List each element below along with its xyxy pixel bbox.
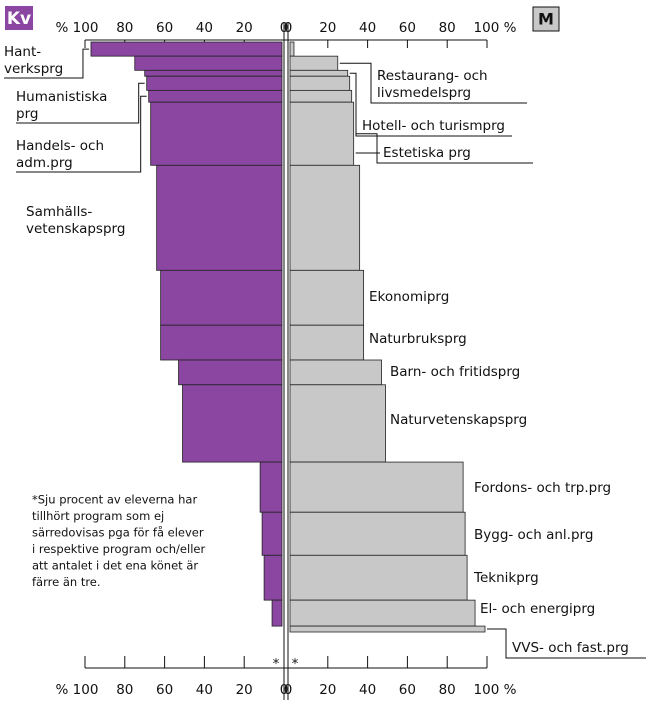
left-badge (5, 6, 33, 30)
left-bar (259, 461, 283, 513)
leader-line (339, 62, 527, 104)
right-bar (289, 164, 361, 271)
left-bar (90, 41, 283, 57)
x-tick-label: 20 (319, 682, 336, 698)
right-bar (289, 41, 295, 57)
note: att antalet i det ena könet är (32, 559, 198, 573)
right-bar (289, 625, 486, 633)
leader-line (16, 95, 147, 173)
category-label: VVS- och fast.prg (512, 640, 629, 656)
category-label: Bygg- och anl.prg (474, 527, 593, 543)
x-tick-label: 100 % (474, 682, 517, 698)
x-tick-label: 80 (116, 20, 133, 36)
right-bar (289, 461, 464, 513)
category-label: Hant- (4, 44, 41, 60)
category-label: prg (16, 106, 38, 122)
category-label: Naturbruksprg (369, 331, 467, 347)
x-tick-label: 20 (236, 20, 253, 36)
category-label: El- och energiprg (480, 601, 595, 617)
category-label: Naturvetenskapsprg (390, 412, 527, 428)
x-tick-label: 40 (196, 20, 213, 36)
x-tick-label: 60 (156, 682, 173, 698)
right-label: M (538, 10, 554, 29)
left-bar (150, 101, 283, 166)
note: *Sju procent av eleverna har (32, 493, 197, 507)
right-bar (289, 75, 351, 91)
left-bar (144, 69, 283, 77)
left-bar (263, 554, 283, 601)
category-label: Restaurang- och (377, 68, 488, 84)
leader-line (4, 48, 89, 79)
category-label: Samhälls- (26, 204, 92, 220)
note: särredovisas pga för få elever (32, 526, 204, 540)
category-label: verksprg (4, 61, 63, 77)
right-bar (289, 55, 339, 71)
x-tick-label: 60 (399, 682, 416, 698)
x-tick-label: 80 (439, 682, 456, 698)
x-tick-label: 40 (359, 682, 376, 698)
x-tick-label: 40 (196, 682, 213, 698)
leader-line (487, 628, 646, 659)
x-tick-label: % 100 (56, 20, 99, 36)
leader-line (349, 72, 512, 137)
category-label: Handels- och (16, 138, 104, 154)
left-bar (182, 384, 283, 463)
category-label: livsmedelsprg (377, 85, 471, 101)
x-tick-label: % 100 (56, 682, 99, 698)
right-bar (289, 69, 349, 77)
x-tick-label: 60 (399, 20, 416, 36)
right-bar (289, 359, 382, 386)
right-bar (289, 89, 353, 103)
left-bar (261, 511, 283, 556)
category-label: Ekonomiprg (369, 289, 449, 305)
category-label: Hotell- och turismprg (362, 118, 505, 134)
left-bar (146, 75, 283, 91)
right-bar (289, 269, 365, 326)
category-label: Estetiska prg (383, 145, 471, 161)
right-bar (289, 554, 468, 601)
right-bar (289, 599, 476, 627)
right-bar (289, 324, 365, 361)
category-label: Barn- och fritidsprg (390, 364, 520, 380)
right-bar (289, 101, 355, 166)
x-tick-label: 20 (319, 20, 336, 36)
leader-line (355, 133, 533, 164)
left-bar (178, 359, 283, 386)
left-bar (156, 164, 283, 271)
x-tick-label: 100 % (474, 20, 517, 36)
note: färre än tre. (32, 575, 101, 589)
left-label: Kv (7, 9, 31, 29)
center-mark: * (273, 656, 280, 672)
left-bar (160, 324, 283, 361)
right-bar (289, 511, 466, 556)
x-tick-label: 80 (116, 682, 133, 698)
category-label: Fordons- och trp.prg (474, 480, 611, 496)
left-bar (271, 599, 283, 627)
leader-line (16, 82, 145, 124)
left-bar (148, 89, 283, 103)
x-tick-label: 60 (156, 20, 173, 36)
note: i respektive program och/eller (32, 542, 205, 556)
note: tillhört program som ej (32, 509, 164, 523)
x-tick-label: 40 (359, 20, 376, 36)
center-mark: * (292, 656, 299, 672)
right-badge (532, 6, 560, 32)
category-label: Teknikprg (473, 570, 539, 586)
left-bar (160, 269, 283, 326)
right-bar (289, 384, 386, 463)
category-label: adm.prg (16, 155, 73, 171)
category-label: vetenskapsprg (26, 221, 125, 237)
left-bar (134, 55, 283, 71)
category-label: Humanistiska (16, 89, 107, 105)
x-tick-label: 80 (439, 20, 456, 36)
x-tick-label: 20 (236, 682, 253, 698)
